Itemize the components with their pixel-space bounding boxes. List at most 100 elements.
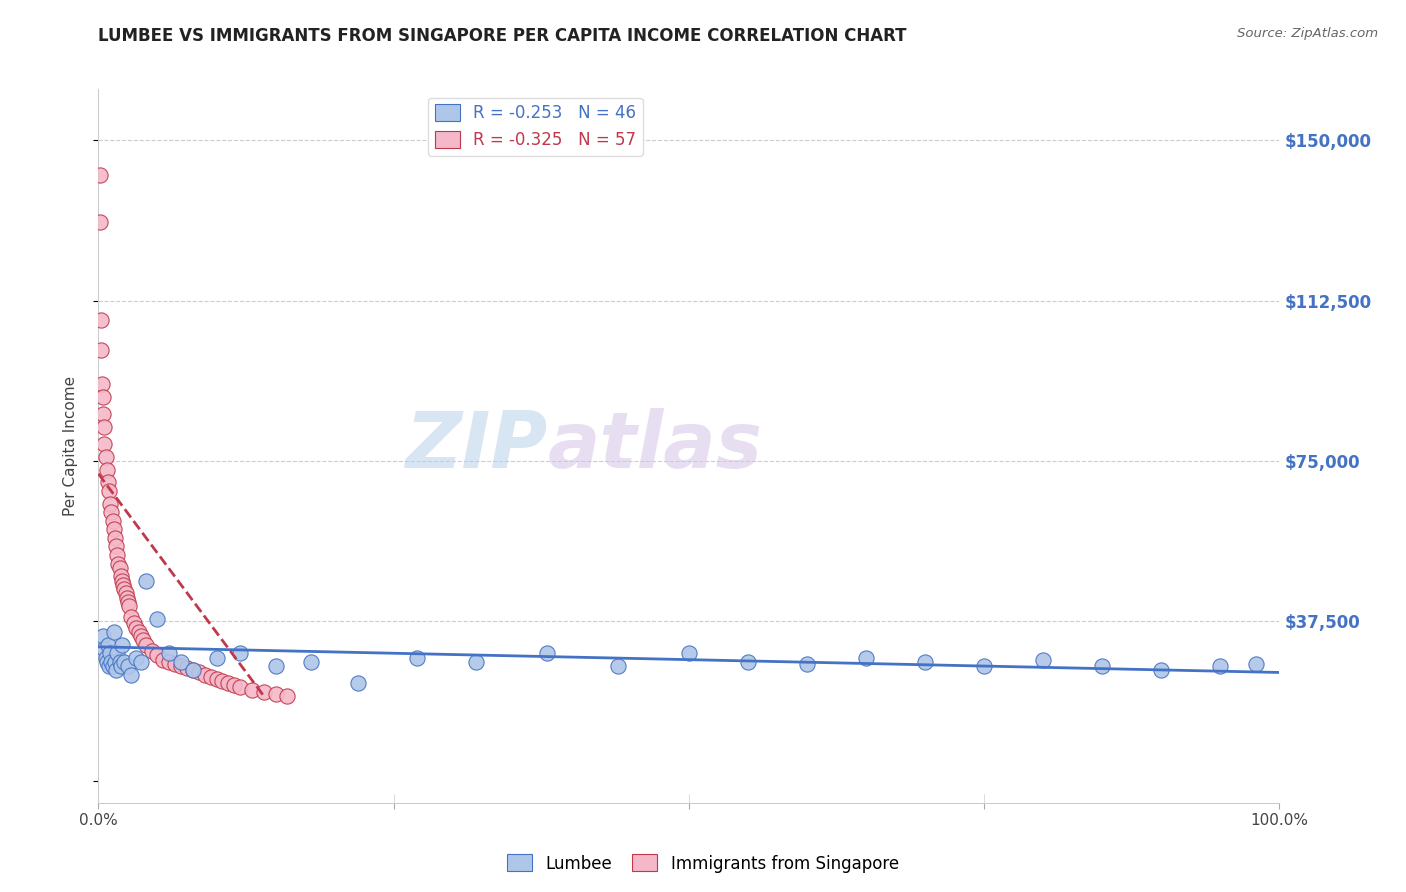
Point (194, 667, 217, 681)
Point (101, 514, 124, 528)
Point (678, 646, 700, 660)
Point (90, 313, 112, 327)
Legend: R = -0.253   N = 46, R = -0.325   N = 57: R = -0.253 N = 46, R = -0.325 N = 57 (427, 97, 643, 155)
Point (217, 676, 239, 690)
Point (796, 657, 818, 671)
Point (855, 650, 877, 665)
Point (93, 642, 115, 657)
Point (146, 648, 169, 663)
Point (118, 599, 141, 614)
Point (98, 659, 121, 673)
Point (125, 621, 148, 635)
Point (98, 646, 121, 660)
Point (157, 655, 180, 669)
Text: atlas: atlas (547, 408, 762, 484)
Point (91, 629, 114, 643)
Point (299, 655, 322, 669)
Point (1091, 659, 1114, 673)
Point (406, 650, 429, 665)
Point (129, 629, 152, 643)
Point (103, 624, 125, 639)
Point (91, 407, 114, 421)
Point (101, 659, 124, 673)
Point (536, 646, 558, 660)
Point (94, 450, 117, 464)
Point (607, 659, 630, 673)
Point (104, 655, 127, 669)
Point (96, 462, 118, 476)
Point (229, 681, 252, 695)
Point (98, 483, 121, 498)
Point (264, 659, 287, 673)
Point (187, 665, 209, 680)
Point (224, 678, 246, 692)
Point (121, 667, 143, 681)
Point (170, 659, 193, 673)
Point (132, 633, 155, 648)
Point (914, 655, 936, 669)
Point (122, 616, 145, 631)
Point (465, 655, 488, 669)
Text: Source: ZipAtlas.com: Source: ZipAtlas.com (1237, 27, 1378, 40)
Point (112, 582, 135, 596)
Point (181, 663, 204, 677)
Point (276, 689, 298, 703)
Point (240, 682, 263, 697)
Point (129, 655, 152, 669)
Point (1244, 657, 1267, 671)
Point (105, 540, 128, 554)
Point (105, 646, 128, 660)
Point (103, 522, 125, 536)
Point (1032, 653, 1054, 667)
Point (97, 638, 120, 652)
Point (107, 557, 129, 571)
Point (111, 638, 134, 652)
Point (211, 673, 233, 688)
Point (141, 644, 163, 658)
Point (253, 684, 276, 698)
Point (105, 548, 128, 562)
Point (91, 390, 114, 404)
Point (110, 659, 132, 673)
Point (117, 595, 139, 609)
Point (117, 659, 139, 673)
Point (105, 663, 128, 677)
Point (205, 672, 228, 686)
Point (229, 646, 252, 660)
Point (94, 650, 117, 665)
Text: ZIP: ZIP (405, 408, 547, 484)
Point (737, 655, 759, 669)
Point (100, 505, 122, 519)
Point (176, 661, 198, 675)
Point (97, 475, 120, 490)
Y-axis label: Per Capita Income: Per Capita Income (63, 376, 77, 516)
Point (135, 638, 157, 652)
Point (98, 497, 121, 511)
Point (146, 612, 169, 626)
Point (114, 586, 136, 600)
Point (205, 650, 228, 665)
Point (108, 561, 131, 575)
Point (91, 377, 114, 392)
Point (104, 531, 127, 545)
Point (110, 569, 132, 583)
Point (152, 653, 174, 667)
Point (170, 655, 193, 669)
Point (96, 655, 118, 669)
Point (1209, 659, 1232, 673)
Point (181, 663, 204, 677)
Point (89, 215, 111, 229)
Point (90, 343, 112, 357)
Point (125, 650, 148, 665)
Point (100, 655, 122, 669)
Point (347, 676, 370, 690)
Point (200, 670, 222, 684)
Point (115, 591, 138, 605)
Point (165, 657, 187, 671)
Point (112, 655, 135, 669)
Legend: Lumbee, Immigrants from Singapore: Lumbee, Immigrants from Singapore (501, 847, 905, 880)
Point (111, 574, 134, 588)
Point (1150, 663, 1173, 677)
Point (89, 168, 111, 182)
Point (93, 419, 115, 434)
